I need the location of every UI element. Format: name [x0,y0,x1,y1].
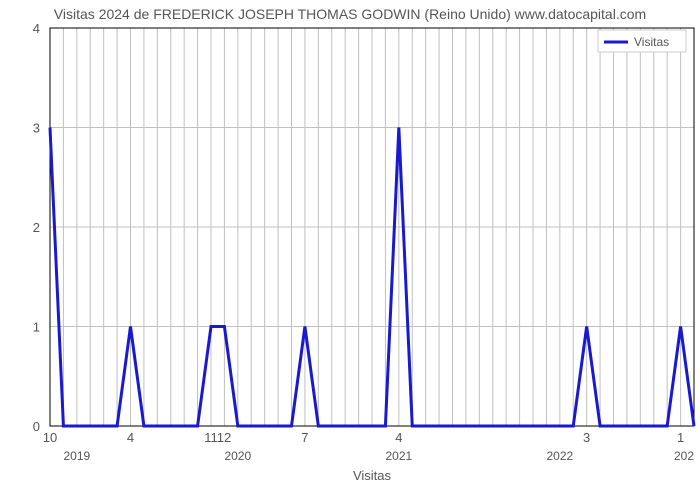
chart-container: Visitas 2024 de FREDERICK JOSEPH THOMAS … [0,0,700,500]
data-point-label: 3 [583,430,590,445]
y-tick-label: 3 [33,121,40,136]
data-point-label: 4 [395,430,402,445]
y-tick-label: 2 [33,220,40,235]
data-point-label: 1112 [204,430,231,445]
x-tick-label: 2020 [224,449,251,463]
y-tick-label: 0 [33,419,40,434]
x-tick-label: 2019 [63,449,90,463]
data-point-label: 4 [127,430,134,445]
y-tick-label: 1 [33,320,40,335]
data-point-label: 1 [677,430,684,445]
x-tick-label: 202 [674,449,694,463]
chart-title: Visitas 2024 de FREDERICK JOSEPH THOMAS … [0,0,700,22]
data-point-label: 7 [301,430,308,445]
y-tick-label: 4 [33,22,40,36]
legend-label: Visitas [634,35,669,49]
x-tick-label: 2021 [385,449,412,463]
x-axis-label: Visitas [353,468,392,483]
data-point-label: 10 [43,430,57,445]
chart-svg: 0 1 2 3 4 10 4 1112 7 4 3 1 2019 2020 2021 2022 202 Visit… [0,22,700,494]
x-tick-label: 2022 [546,449,573,463]
